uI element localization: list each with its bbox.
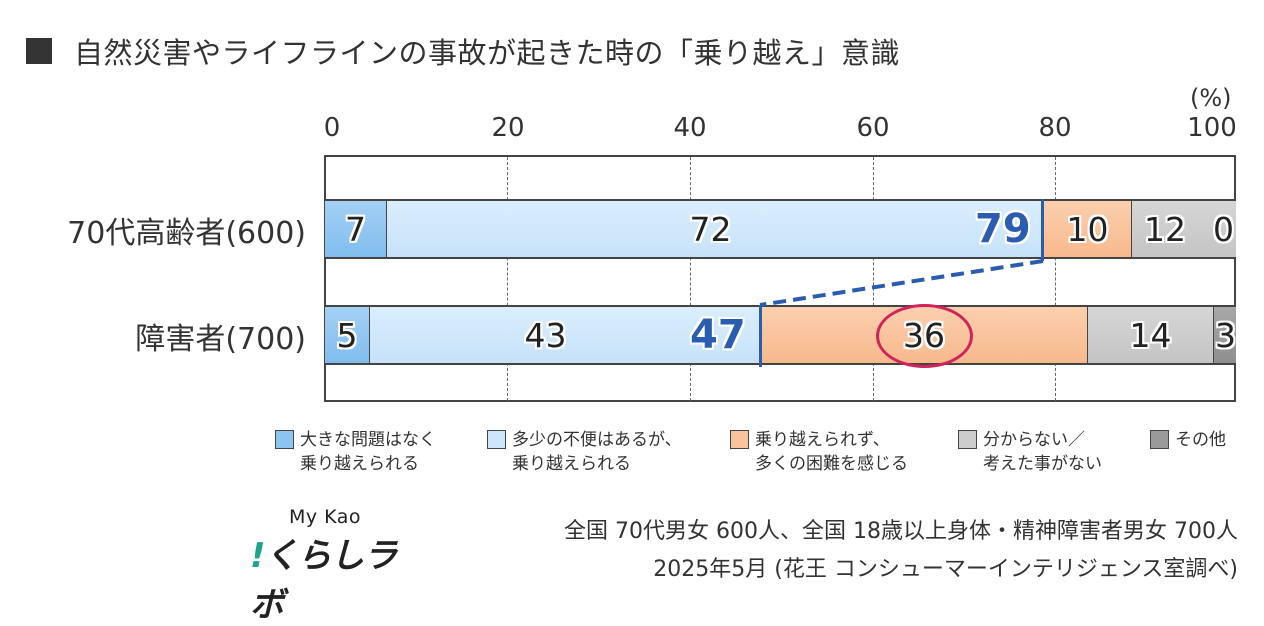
cumulative-divider-disabled	[759, 305, 762, 367]
gridline-20	[507, 157, 508, 401]
logo-text: くらしラボ	[250, 536, 398, 625]
legend-item-no-problem: 大きな問題はなく 乗り越えられる	[275, 428, 487, 476]
segment-some-inconvenience: 43	[370, 307, 761, 363]
segment-cannot-overcome: 10	[1044, 201, 1132, 257]
segment-value: 12	[1144, 209, 1186, 249]
x-tick-80: 80	[1038, 113, 1072, 143]
x-tick-60: 60	[856, 113, 890, 143]
segment-other-value: 0	[1213, 209, 1234, 249]
legend-label: その他	[1175, 430, 1226, 450]
logo-my-kao: My Kao	[288, 506, 362, 528]
segment-no-problem: 5	[325, 307, 370, 363]
segment-other: 3	[1214, 307, 1236, 363]
legend-label: 大きな問題はなく 乗り越えられる	[300, 430, 436, 474]
x-tick-20: 20	[491, 113, 525, 143]
cumulative-divider-elderly	[1041, 199, 1044, 261]
legend-item-some-inconvenience: 多少の不便はあるが、 乗り越えられる	[487, 428, 730, 476]
segment-some-inconvenience: 72	[387, 201, 1044, 257]
row-label-disabled: 障害者(700)	[135, 322, 306, 357]
x-tick-40: 40	[673, 113, 707, 143]
segment-value: 72	[689, 209, 732, 249]
x-tick-0: 0	[323, 113, 341, 143]
legend-swatch-icon	[275, 430, 294, 449]
segment-unknown: 14	[1088, 307, 1214, 363]
chart-title-text: 自然災害やライフラインの事故が起きた時の「乗り越え」意識	[74, 36, 901, 70]
source-line-2: 2025年5月 (花王 コンシューマーインテリジェンス室調べ)	[653, 557, 1238, 582]
segment-value: 3	[1215, 315, 1236, 355]
bar-row-elderly: 7 72 10 12 0	[325, 199, 1236, 259]
segment-value: 7	[345, 209, 366, 249]
legend-swatch-icon	[958, 430, 977, 449]
segment-value: 5	[336, 315, 358, 355]
chart-title: 自然災害やライフラインの事故が起きた時の「乗り越え」意識	[26, 30, 900, 72]
legend-label: 乗り越えられず、 多くの困難を感じる	[755, 430, 908, 474]
legend: 大きな問題はなく 乗り越えられる 多少の不便はあるが、 乗り越えられる 乗り越え…	[275, 428, 1226, 476]
cumulative-total-disabled: 47	[690, 312, 746, 358]
gridline-60	[873, 157, 874, 401]
segment-unknown: 12 0	[1132, 201, 1236, 257]
legend-swatch-icon	[730, 430, 749, 449]
legend-label: 多少の不便はあるが、 乗り越えられる	[512, 430, 682, 474]
source-line-1: 全国 70代男女 600人、全国 18歳以上身体・精神障害者男女 700人	[564, 519, 1238, 544]
x-tick-100: 100	[1187, 113, 1237, 143]
plot-frame	[324, 155, 1236, 402]
legend-item-other: その他	[1150, 428, 1226, 476]
title-square-icon	[26, 38, 52, 64]
gridline-80	[1055, 157, 1056, 401]
legend-item-cannot-overcome: 乗り越えられず、 多くの困難を感じる	[730, 428, 958, 476]
logo-exclamation-icon: !	[250, 536, 265, 576]
kurashi-labo-logo: My Kao !くらしラボ	[250, 506, 420, 626]
gridline-40	[690, 157, 691, 401]
cumulative-total-elderly: 79	[975, 206, 1031, 252]
unit-label: (%)	[1190, 84, 1232, 112]
logo-main: !くらしラボ	[250, 528, 420, 626]
legend-item-unknown: 分からない／ 考えた事がない	[958, 428, 1150, 476]
legend-swatch-icon	[487, 430, 506, 449]
row-label-elderly: 70代高齢者(600)	[67, 216, 306, 251]
segment-no-problem: 7	[325, 201, 387, 257]
legend-swatch-icon	[1150, 430, 1169, 449]
segment-value: 43	[524, 315, 567, 355]
segment-value: 10	[1066, 209, 1109, 249]
legend-label: 分からない／ 考えた事がない	[983, 430, 1102, 474]
dashed-connector	[759, 259, 1044, 307]
highlight-circle	[876, 304, 973, 368]
segment-value: 14	[1129, 315, 1172, 355]
